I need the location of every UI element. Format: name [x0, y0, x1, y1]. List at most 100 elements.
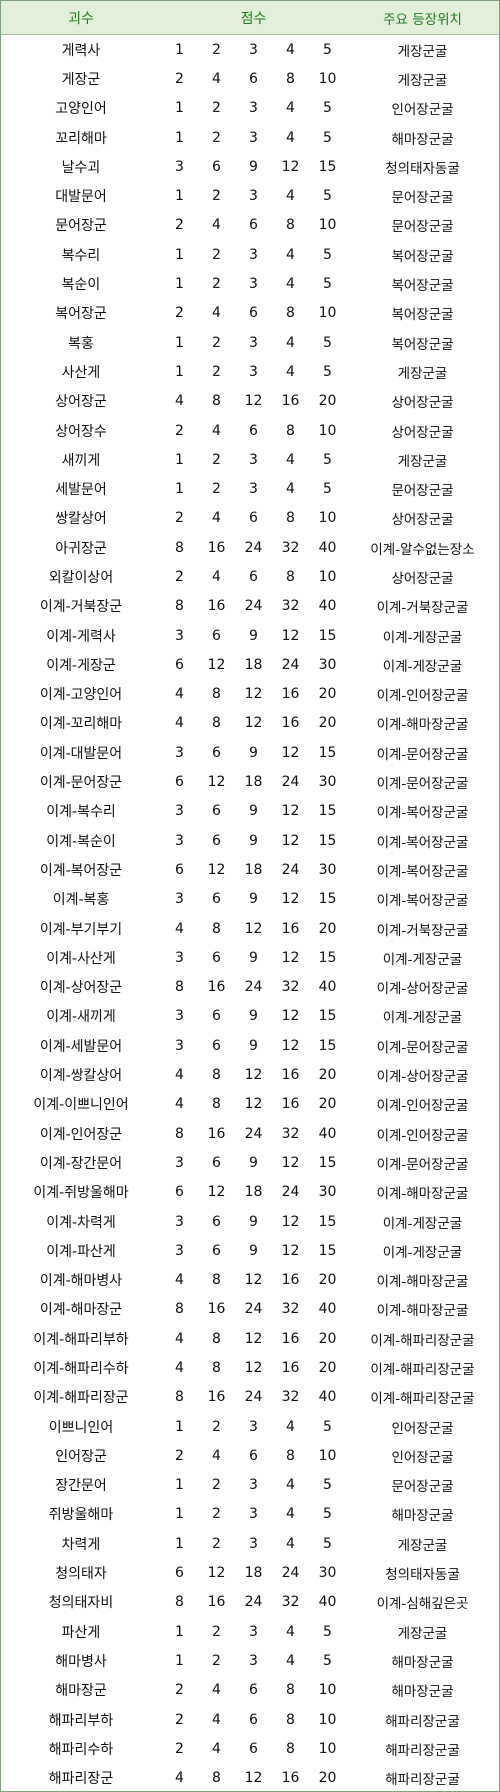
score-value: 10 — [318, 510, 337, 527]
score-value: 24 — [281, 1184, 300, 1201]
monster-location: 이계-알수없는장소 — [370, 541, 475, 558]
score-value: 40 — [318, 539, 337, 556]
score-value: 30 — [318, 1565, 337, 1582]
score-value: 4 — [286, 129, 295, 146]
monster-location: 이계-문어장군굴 — [376, 776, 469, 793]
monster-name: 이계-부기부기 — [39, 921, 123, 938]
score-value: 6 — [249, 217, 258, 234]
score-value: 1 — [175, 41, 184, 58]
monster-name: 날수괴 — [61, 159, 101, 176]
score-value: 12 — [281, 949, 300, 966]
monster-name: 쌍칼상어 — [55, 511, 107, 528]
score-value: 8 — [286, 217, 295, 234]
score-value: 5 — [323, 1506, 332, 1523]
score-value: 10 — [318, 568, 337, 585]
score-value: 8 — [286, 305, 295, 322]
monster-name: 새끼게 — [61, 452, 101, 469]
score-value: 8 — [286, 70, 295, 87]
score-value: 10 — [318, 305, 337, 322]
score-value: 12 — [281, 1008, 300, 1025]
score-value: 18 — [244, 1565, 263, 1582]
table-row: 청의태자비 8 16 24 32 40 이계-심해깊은곳 — [1, 1588, 499, 1617]
score-value: 20 — [318, 1096, 337, 1113]
score-value: 6 — [212, 891, 221, 908]
score-value: 8 — [175, 1594, 184, 1611]
score-value: 9 — [249, 1037, 258, 1054]
monster-location: 이계-거북장군굴 — [376, 600, 469, 617]
monster-name: 외칼이상어 — [48, 569, 114, 586]
score-value: 3 — [249, 481, 258, 498]
monster-location: 이계-상어장군굴 — [376, 1069, 469, 1086]
score-value: 4 — [212, 1740, 221, 1757]
score-value: 24 — [281, 1565, 300, 1582]
score-value: 2 — [175, 1711, 184, 1728]
monster-location: 이계-복어장군굴 — [376, 893, 469, 910]
score-value: 20 — [318, 920, 337, 937]
monster-location: 게장군굴 — [397, 1625, 448, 1642]
score-value: 8 — [212, 1360, 221, 1376]
score-value: 8 — [212, 715, 221, 732]
table-body: 게력사 1 2 3 4 5 게장군굴 게장군 2 4 6 8 10 게장군굴 고양인어 1 2 3 4 5 인어장군굴 꼬… — [1, 35, 499, 1791]
monster-location: 이계-복어장군굴 — [376, 834, 469, 851]
monster-location: 상어장군굴 — [391, 512, 454, 529]
score-value: 4 — [175, 1330, 184, 1347]
score-value: 3 — [249, 41, 258, 58]
table-row: 세발문어 1 2 3 4 5 문어장군굴 — [1, 474, 499, 503]
score-value: 8 — [212, 1770, 221, 1787]
table-row: 이계-해파리장군 8 16 24 32 40 이계-해파리장군굴 — [1, 1383, 499, 1412]
score-value: 15 — [318, 1242, 337, 1259]
score-value: 24 — [244, 1594, 263, 1611]
monster-name: 이계-복홍 — [52, 892, 110, 909]
monster-name: 이계-복수리 — [46, 804, 116, 821]
score-value: 8 — [212, 920, 221, 937]
score-value: 40 — [318, 1125, 337, 1142]
monster-name: 해파리장군 — [48, 1771, 114, 1788]
score-value: 6 — [249, 1711, 258, 1728]
score-value: 32 — [281, 1389, 300, 1406]
score-value: 10 — [318, 70, 337, 87]
score-value: 8 — [212, 393, 221, 410]
score-group: 8 16 24 32 40 — [161, 1594, 346, 1610]
table-row: 이계-부기부기 4 8 12 16 20 이계-거북장군굴 — [1, 914, 499, 943]
score-value: 16 — [281, 1360, 300, 1376]
table-row: 이계-복수리 3 6 9 12 15 이계-복어장군굴 — [1, 797, 499, 826]
score-value: 5 — [323, 334, 332, 351]
score-value: 5 — [323, 1477, 332, 1494]
score-group: 1 2 3 4 5 — [161, 481, 346, 497]
score-value: 5 — [323, 41, 332, 58]
monster-location: 이계-심해깊은곳 — [376, 1596, 469, 1613]
score-value: 5 — [323, 1418, 332, 1435]
score-value: 8 — [212, 1272, 221, 1289]
table-row: 이계-차력게 3 6 9 12 15 이계-게장군굴 — [1, 1207, 499, 1236]
score-value: 10 — [318, 217, 337, 234]
score-value: 3 — [249, 1477, 258, 1494]
score-value: 3 — [249, 334, 258, 351]
score-value: 6 — [212, 832, 221, 849]
score-value: 9 — [249, 1154, 258, 1171]
table-row: 장간문어 1 2 3 4 5 문어장군굴 — [1, 1471, 499, 1500]
monster-location: 해파리장군굴 — [385, 1742, 460, 1759]
score-value: 16 — [281, 920, 300, 937]
monster-location: 게장군굴 — [397, 365, 448, 382]
score-value: 9 — [249, 1242, 258, 1259]
score-value: 12 — [207, 861, 226, 878]
score-value: 6 — [249, 305, 258, 322]
score-value: 3 — [249, 451, 258, 468]
score-value: 1 — [175, 451, 184, 468]
score-value: 1 — [175, 246, 184, 263]
table-row: 인어장군 2 4 6 8 10 인어장군굴 — [1, 1441, 499, 1470]
score-value: 3 — [249, 1418, 258, 1435]
score-group: 4 8 12 16 20 — [161, 1770, 346, 1786]
score-value: 10 — [318, 1711, 337, 1728]
monster-name: 아귀장군 — [55, 540, 107, 557]
table-row: 복어장군 2 4 6 8 10 복어장군굴 — [1, 299, 499, 328]
monster-name: 고양인어 — [55, 101, 107, 118]
table-row: 이계-장간문어 3 6 9 12 15 이계-문어장군굴 — [1, 1148, 499, 1177]
score-group: 1 2 3 4 5 — [161, 130, 346, 146]
score-value: 15 — [318, 891, 337, 908]
score-group: 8 16 24 32 40 — [161, 979, 346, 995]
score-value: 15 — [318, 627, 337, 644]
score-value: 12 — [281, 1242, 300, 1259]
score-value: 32 — [281, 1301, 300, 1318]
score-value: 16 — [281, 1770, 300, 1787]
